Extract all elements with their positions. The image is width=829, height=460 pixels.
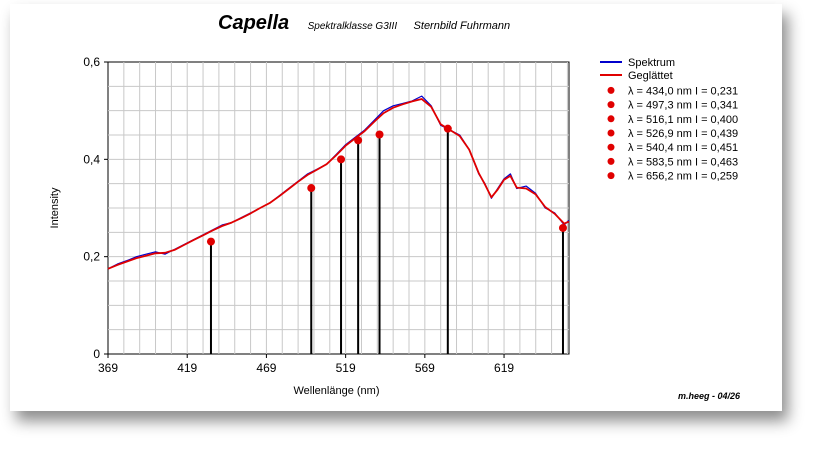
legend-swatch-marker	[607, 172, 615, 180]
legend-swatch-marker	[607, 129, 615, 137]
line-marker-point	[206, 237, 215, 246]
chart-subtitle: Spektralklasse G3III	[307, 21, 398, 32]
line-marker-point	[354, 136, 363, 145]
x-tick-label: 419	[177, 361, 197, 375]
x-tick-label: 569	[415, 361, 435, 375]
legend-swatch-marker	[607, 157, 615, 165]
y-tick-label: 0,4	[83, 152, 100, 166]
line-marker-point	[443, 124, 452, 133]
line-marker-point	[375, 130, 384, 139]
legend-entry: λ = 583,5 nm I = 0,463	[628, 156, 738, 168]
legend-swatch-marker	[607, 86, 615, 94]
legend-swatch-marker	[607, 101, 615, 109]
legend-swatch-marker	[607, 115, 615, 123]
y-axis-label: Intensity	[49, 187, 61, 228]
x-tick-label: 619	[494, 361, 514, 375]
legend-entry: λ = 497,3 nm I = 0,341	[628, 100, 738, 112]
author-credit: m.heeg - 04/26	[678, 391, 741, 401]
legend-entry: λ = 516,1 nm I = 0,400	[628, 114, 738, 126]
legend-entry: λ = 434,0 nm I = 0,231	[628, 85, 738, 97]
line-marker-point	[337, 155, 346, 164]
smoothed-line	[107, 98, 570, 270]
x-tick-label: 369	[98, 361, 118, 375]
x-axis-label: Wellenlänge (nm)	[293, 385, 379, 397]
line-marker-point	[558, 223, 567, 232]
y-tick-label: 0,6	[83, 55, 100, 69]
chart-title-block: Capella Spektralklasse G3III Sternbild F…	[218, 12, 510, 36]
y-tick-label: 0,2	[83, 250, 100, 264]
chart-subtitle-constellation: Sternbild Fuhrmann	[413, 20, 511, 32]
legend-entry: λ = 656,2 nm I = 0,259	[628, 171, 738, 183]
legend-entry: λ = 540,4 nm I = 0,451	[628, 142, 738, 154]
chart-title: Capella	[218, 12, 290, 34]
legend-entry: Geglättet	[628, 70, 673, 82]
legend-swatch-marker	[607, 143, 615, 151]
x-tick-label: 469	[256, 361, 276, 375]
legend-entry: λ = 526,9 nm I = 0,439	[628, 128, 738, 140]
legend-entry: Spektrum	[628, 57, 675, 69]
x-tick-label: 519	[336, 361, 356, 375]
y-tick-label: 0	[93, 347, 100, 361]
line-marker-point	[307, 184, 316, 193]
